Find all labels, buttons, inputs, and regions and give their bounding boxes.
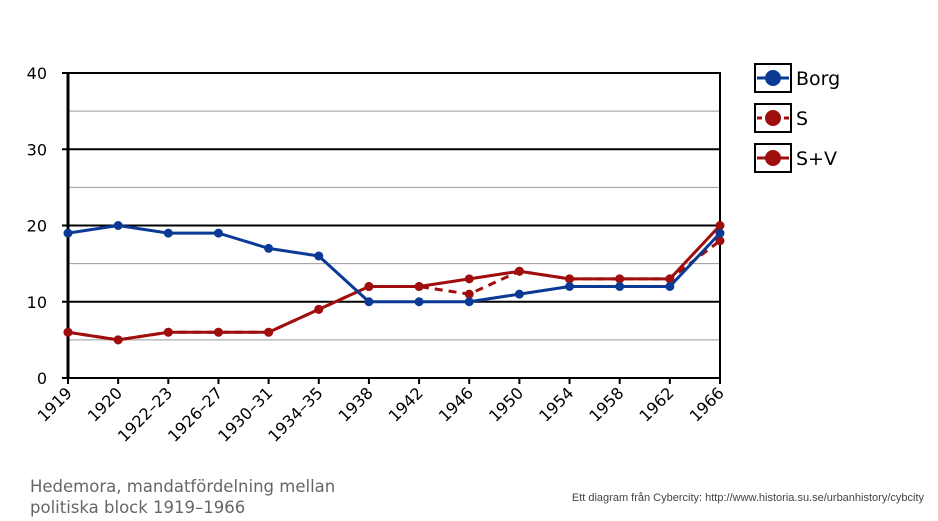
data-point-s-v <box>514 266 524 276</box>
chart-caption: Hedemora, mandatfördelning mellan politi… <box>30 477 336 517</box>
x-tick-label: 1954 <box>535 383 577 425</box>
data-point-s-v <box>665 274 675 284</box>
legend-label-borg: Borg <box>796 68 840 90</box>
axes <box>62 72 721 384</box>
data-point-s <box>715 236 725 246</box>
series-line-s <box>67 239 721 342</box>
x-tick-label: 1942 <box>385 383 427 425</box>
series-line-borg <box>67 224 722 304</box>
x-tick-label: 1966 <box>686 383 728 425</box>
x-tick-label: 1934–35 <box>264 383 326 445</box>
legend-marker-borg <box>765 70 781 86</box>
legend-marker-s-v <box>765 150 781 166</box>
grid-lines <box>68 72 720 341</box>
data-point-s-v <box>414 282 424 291</box>
y-tick-labels: 0 10 20 30 40 <box>27 64 47 388</box>
data-point-s-v <box>464 274 474 284</box>
y-tick-label: 40 <box>27 64 47 83</box>
data-point-borg <box>364 297 374 307</box>
data-point-s-v <box>113 335 123 345</box>
data-point-borg <box>464 297 474 307</box>
x-tick-label: 1919 <box>34 383 76 425</box>
legend-label-s-v: S+V <box>796 148 837 170</box>
legend-label-s: S <box>796 108 808 130</box>
x-tick-label: 1950 <box>485 383 527 425</box>
data-point-s <box>464 289 474 299</box>
x-tick-label: 1962 <box>635 383 677 425</box>
line-chart: 0 10 20 30 40 1919 19201922–231926–271930–311… <box>27 63 840 446</box>
legend: Borg S S+V <box>754 63 840 173</box>
data-point-s-v <box>565 274 575 284</box>
data-point-borg <box>514 289 524 299</box>
data-point-s-v <box>213 327 223 337</box>
data-point-s-v <box>715 221 725 230</box>
data-point-s-v <box>615 274 625 284</box>
data-point-borg <box>213 228 223 238</box>
y-tick-label: 20 <box>27 217 47 236</box>
data-point-borg <box>63 228 73 238</box>
source-credit: Ett diagram från Cybercity: http://www.h… <box>571 492 924 504</box>
x-tick-label: 1938 <box>335 383 377 425</box>
series-lines <box>63 221 725 345</box>
y-tick-label: 10 <box>27 293 47 312</box>
data-point-borg <box>163 228 173 238</box>
x-tick-label: 1946 <box>435 383 477 425</box>
legend-marker-s <box>765 110 781 126</box>
y-tick-label: 0 <box>37 369 47 388</box>
series-line-s-v <box>67 224 722 342</box>
data-point-borg <box>264 243 274 253</box>
data-point-s-v <box>63 327 73 337</box>
x-tick-label: 1958 <box>585 383 627 425</box>
data-point-s-v <box>264 327 274 337</box>
data-point-s-v <box>364 282 374 291</box>
data-point-borg <box>565 282 575 291</box>
y-tick-label: 30 <box>27 140 47 159</box>
data-point-borg <box>715 228 725 238</box>
data-point-borg <box>314 251 324 261</box>
x-tick-label: 1920 <box>84 383 126 425</box>
data-point-borg <box>414 297 424 307</box>
data-point-s-v <box>314 304 324 314</box>
data-point-borg <box>665 282 675 291</box>
data-point-borg <box>113 221 123 230</box>
data-point-s-v <box>163 327 173 337</box>
data-point-borg <box>615 282 625 291</box>
